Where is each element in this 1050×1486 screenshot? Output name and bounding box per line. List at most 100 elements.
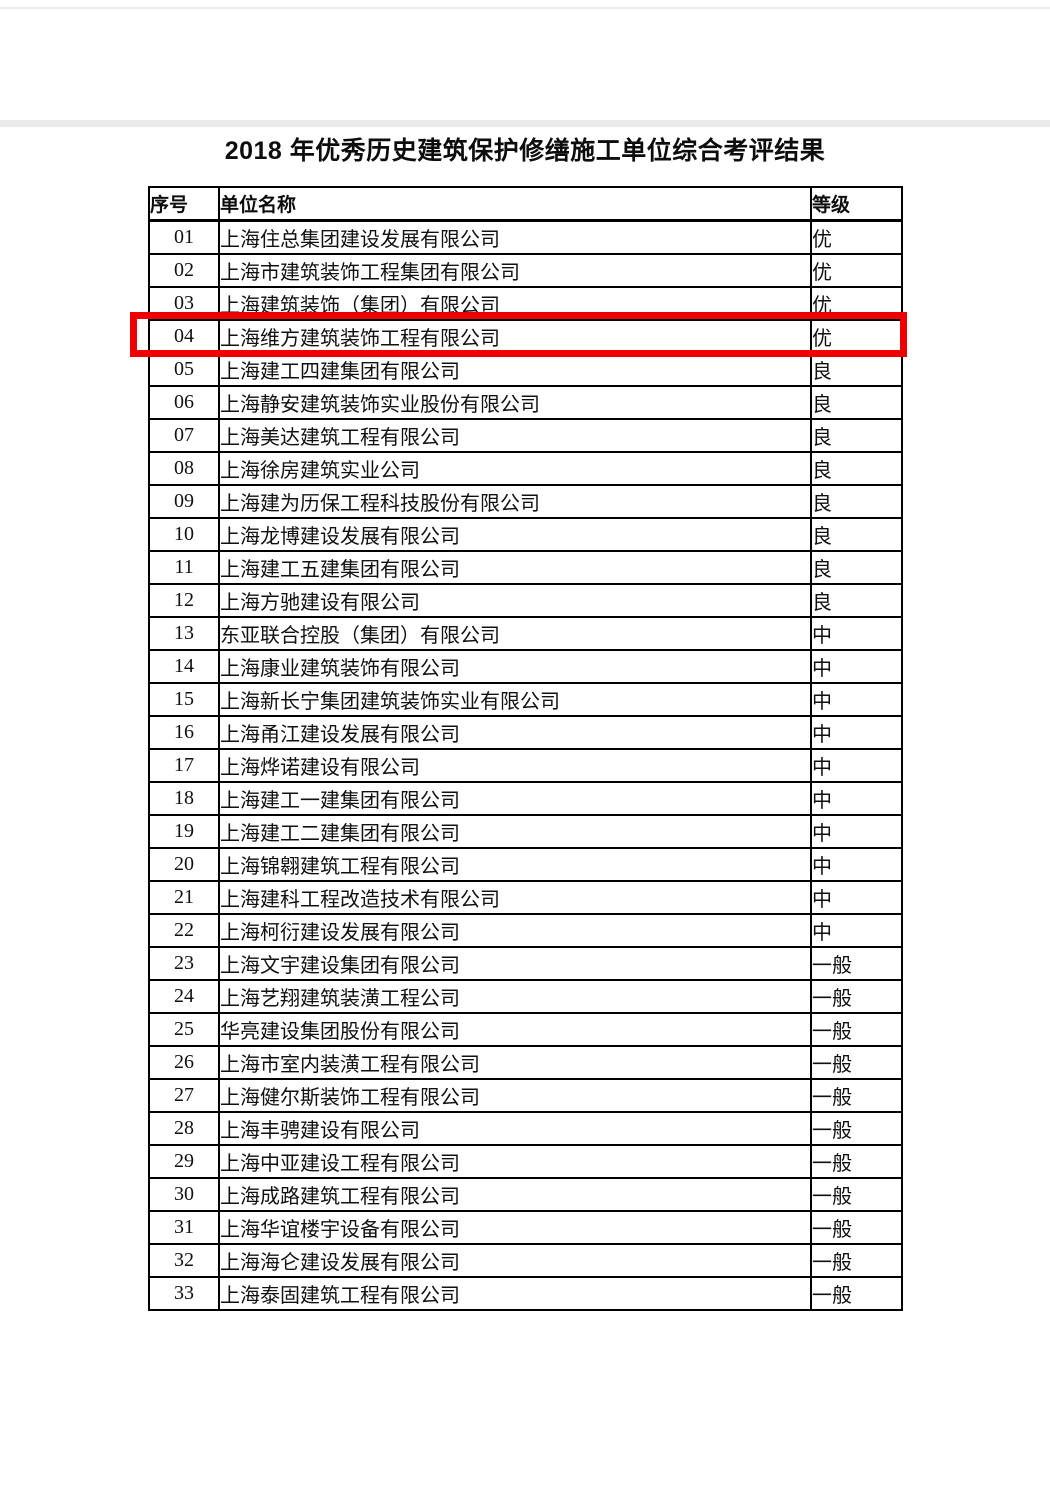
row-company-name: 上海健尔斯装饰工程有限公司 (218, 1078, 812, 1113)
row-serial-number: 24 (148, 979, 220, 1014)
table-row: 25 华亮建设集团股份有限公司 一般 (148, 1012, 903, 1047)
row-grade-value: 良 (810, 418, 903, 453)
row-company-name: 上海住总集团建设发展有限公司 (218, 219, 812, 255)
table-row: 17 上海烨诺建设有限公司中 (148, 748, 903, 783)
row-grade-value: 一般 (810, 1078, 903, 1113)
row-serial-number: 17 (148, 748, 220, 783)
table-row: 01 上海住总集团建设发展有限公司优 (148, 219, 903, 255)
row-serial-number: 19 (148, 814, 220, 849)
table-row: 31 上海华谊楼宇设备有限公司 一般 (148, 1210, 903, 1245)
row-company-name: 上海康业建筑装饰有限公司 (218, 649, 812, 684)
row-serial-number: 01 (148, 219, 220, 255)
table-row: 09 上海建为历保工程科技股份有限公司良 (148, 484, 903, 519)
table-row: 29 上海中亚建设工程有限公司 一般 (148, 1144, 903, 1179)
row-grade-value: 一般 (810, 1045, 903, 1080)
row-grade-value: 良 (810, 352, 903, 387)
row-serial-number: 20 (148, 847, 220, 882)
table-row: 02 上海市建筑装饰工程集团有限公司优 (148, 253, 903, 288)
row-company-name: 上海徐房建筑实业公司 (218, 451, 812, 486)
row-grade-value: 良 (810, 385, 903, 420)
row-grade-value: 中 (810, 814, 903, 849)
row-company-name: 上海建工四建集团有限公司 (218, 352, 812, 387)
row-serial-number: 16 (148, 715, 220, 750)
row-serial-number: 02 (148, 253, 220, 288)
row-serial-number: 30 (148, 1177, 220, 1212)
row-company-name: 上海市室内装潢工程有限公司 (218, 1045, 812, 1080)
row-company-name: 上海建为历保工程科技股份有限公司 (218, 484, 812, 519)
table-row: 16 上海甬江建设发展有限公司中 (148, 715, 903, 750)
row-serial-number: 08 (148, 451, 220, 486)
header-grade: 等级 (810, 186, 903, 222)
table-row: 06 上海静安建筑装饰实业股份有限公司良 (148, 385, 903, 420)
row-serial-number: 27 (148, 1078, 220, 1113)
row-company-name: 上海新长宁集团建筑装饰实业有限公司 (218, 682, 812, 717)
row-grade-value: 良 (810, 451, 903, 486)
row-grade-value: 良 (810, 517, 903, 552)
row-serial-number: 15 (148, 682, 220, 717)
table-row: 32 上海海仑建设发展有限公司 一般 (148, 1243, 903, 1278)
row-company-name: 上海华谊楼宇设备有限公司 (218, 1210, 812, 1245)
table-row: 03 上海建筑装饰（集团）有限公司优 (148, 286, 903, 321)
row-grade-value: 良 (810, 484, 903, 519)
row-serial-number: 07 (148, 418, 220, 453)
table-row: 10 上海龙博建设发展有限公司良 (148, 517, 903, 552)
row-grade-value: 一般 (810, 1144, 903, 1179)
table-row: 11 上海建工五建集团有限公司良 (148, 550, 903, 585)
header-unit-name: 单位名称 (218, 186, 812, 222)
row-serial-number: 09 (148, 484, 220, 519)
table-row: 28 上海丰骋建设有限公司 一般 (148, 1111, 903, 1146)
row-company-name: 上海市建筑装饰工程集团有限公司 (218, 253, 812, 288)
table-row: 18 上海建工一建集团有限公司中 (148, 781, 903, 816)
table-row: 20 上海锦翱建筑工程有限公司中 (148, 847, 903, 882)
table-row: 05 上海建工四建集团有限公司良 (148, 352, 903, 387)
header-serial-number: 序号 (148, 186, 220, 222)
table-row: 30 上海成路建筑工程有限公司 一般 (148, 1177, 903, 1212)
row-grade-value: 一般 (810, 946, 903, 981)
row-company-name: 上海维方建筑装饰工程有限公司 (218, 319, 812, 354)
row-company-name: 东亚联合控股（集团）有限公司 (218, 616, 812, 651)
row-serial-number: 26 (148, 1045, 220, 1080)
table-row: 23 上海文宇建设集团有限公司 一般 (148, 946, 903, 981)
table-row: 08 上海徐房建筑实业公司良 (148, 451, 903, 486)
table-header-row: 序号 单位名称 等级 (148, 186, 903, 222)
row-company-name: 上海丰骋建设有限公司 (218, 1111, 812, 1146)
row-grade-value: 优 (810, 286, 903, 321)
evaluation-table-wrap: 序号 单位名称 等级 01 上海住总集团建设发展有限公司优 02 上海市建筑装饰工程集… (130, 186, 907, 1311)
row-grade-value: 中 (810, 880, 903, 915)
row-company-name: 上海烨诺建设有限公司 (218, 748, 812, 783)
row-grade-value: 一般 (810, 1111, 903, 1146)
row-grade-value: 一般 (810, 979, 903, 1014)
row-grade-value: 中 (810, 748, 903, 783)
row-serial-number: 32 (148, 1243, 220, 1278)
row-grade-value: 中 (810, 847, 903, 882)
row-serial-number: 12 (148, 583, 220, 618)
row-company-name: 上海建筑装饰（集团）有限公司 (218, 286, 812, 321)
row-grade-value: 中 (810, 616, 903, 651)
row-company-name: 上海建工二建集团有限公司 (218, 814, 812, 849)
row-company-name: 上海甬江建设发展有限公司 (218, 715, 812, 750)
row-serial-number: 23 (148, 946, 220, 981)
scan-artifact-line (0, 120, 1050, 127)
row-grade-value: 中 (810, 913, 903, 948)
row-serial-number: 25 (148, 1012, 220, 1047)
table-row: 07 上海美达建筑工程有限公司良 (148, 418, 903, 453)
table-row: 26 上海市室内装潢工程有限公司 一般 (148, 1045, 903, 1080)
row-company-name: 上海成路建筑工程有限公司 (218, 1177, 812, 1212)
row-serial-number: 28 (148, 1111, 220, 1146)
row-serial-number: 06 (148, 385, 220, 420)
row-serial-number: 03 (148, 286, 220, 321)
row-company-name: 上海静安建筑装饰实业股份有限公司 (218, 385, 812, 420)
row-grade-value: 中 (810, 682, 903, 717)
row-company-name: 上海建工一建集团有限公司 (218, 781, 812, 816)
row-serial-number: 04 (148, 319, 220, 354)
row-serial-number: 33 (148, 1276, 220, 1311)
row-company-name: 上海方驰建设有限公司 (218, 583, 812, 618)
table-row: 04 上海维方建筑装饰工程有限公司优 (148, 319, 903, 354)
table-row: 22 上海柯衍建设发展有限公司中 (148, 913, 903, 948)
row-serial-number: 11 (148, 550, 220, 585)
row-company-name: 华亮建设集团股份有限公司 (218, 1012, 812, 1047)
table-row: 24 上海艺翔建筑装潢工程公司 一般 (148, 979, 903, 1014)
row-serial-number: 13 (148, 616, 220, 651)
row-company-name: 上海建科工程改造技术有限公司 (218, 880, 812, 915)
table-row: 14 上海康业建筑装饰有限公司中 (148, 649, 903, 684)
